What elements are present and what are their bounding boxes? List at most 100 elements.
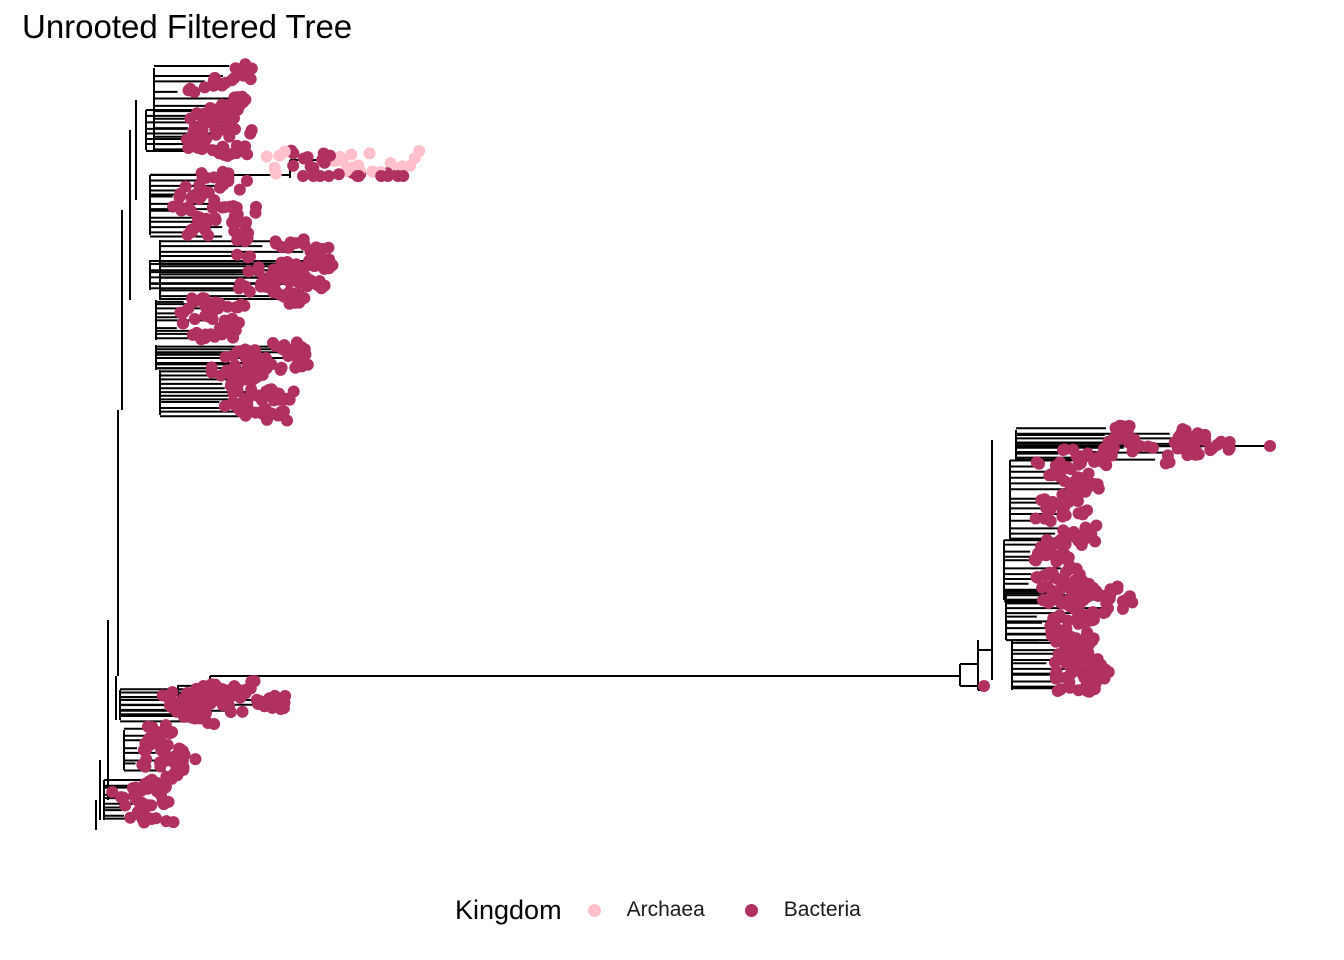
tip-point — [230, 139, 243, 152]
tip-point — [208, 718, 221, 731]
tip-point — [1061, 460, 1074, 473]
tip-point — [188, 313, 201, 326]
tip-point — [1146, 441, 1159, 454]
tip-point — [177, 306, 190, 319]
tip-point — [301, 280, 314, 293]
tip-point — [1056, 510, 1069, 523]
tip-point — [221, 149, 234, 162]
tip-point — [287, 385, 300, 398]
tip-point — [209, 211, 222, 224]
tip-point — [287, 159, 300, 172]
tip-point — [1090, 585, 1103, 598]
tip-point — [1037, 594, 1050, 607]
tip-point — [239, 409, 252, 422]
tip-point — [1069, 664, 1082, 677]
legend-item-archaea: Archaea — [587, 898, 705, 922]
tree-tips — [106, 58, 1276, 829]
tip-point — [1097, 606, 1110, 619]
tip-point — [119, 799, 132, 812]
tip-point — [139, 744, 152, 757]
tip-point — [249, 406, 262, 419]
tip-point — [185, 711, 198, 724]
tip-point — [1264, 440, 1276, 452]
tip-point — [174, 187, 187, 200]
tip-point — [1072, 597, 1085, 610]
tip-point — [1073, 568, 1086, 581]
tip-point — [204, 697, 217, 710]
tip-point — [141, 799, 154, 812]
tip-point — [363, 147, 376, 160]
tip-point — [231, 248, 244, 261]
tip-point — [268, 269, 281, 282]
tip-point — [213, 181, 226, 194]
tip-point — [332, 168, 345, 181]
tip-point — [1047, 612, 1060, 625]
tip-point — [413, 145, 426, 158]
tip-point — [1038, 493, 1051, 506]
tip-point — [136, 758, 149, 771]
tip-point — [323, 149, 336, 162]
tip-point — [1076, 651, 1089, 664]
tip-point — [245, 675, 258, 688]
tip-point — [1090, 519, 1103, 532]
tip-point — [308, 260, 321, 273]
tip-point — [285, 238, 298, 251]
figure-title: Unrooted Filtered Tree — [22, 8, 353, 45]
tip-point — [1223, 442, 1236, 455]
tip-point — [1206, 442, 1219, 455]
tip-point — [289, 361, 302, 374]
tip-point — [231, 208, 244, 221]
tip-point — [231, 301, 244, 314]
tip-point — [1028, 553, 1041, 566]
tip-point — [167, 701, 180, 714]
tip-point — [244, 127, 257, 140]
tip-point — [1103, 592, 1116, 605]
tip-point — [167, 200, 180, 213]
tip-point — [141, 778, 154, 791]
tip-point — [190, 691, 203, 704]
tip-point — [224, 379, 237, 392]
tip-point — [208, 330, 221, 343]
tip-point — [124, 811, 137, 824]
tip-point — [1089, 677, 1102, 690]
tip-point — [272, 409, 285, 422]
tip-point — [1087, 613, 1100, 626]
tip-point — [1111, 582, 1124, 595]
tip-point — [1072, 684, 1085, 697]
tip-point — [269, 235, 282, 248]
tip-point — [254, 280, 267, 293]
tip-point — [187, 189, 200, 202]
tip-point — [292, 274, 305, 287]
tip-point — [1072, 535, 1085, 548]
tip-point — [315, 282, 328, 295]
legend-key-archaea — [587, 903, 601, 917]
tip-point — [397, 170, 410, 182]
tip-point — [273, 149, 286, 162]
tip-point — [210, 128, 223, 141]
tip-point — [1161, 449, 1174, 462]
tip-point — [223, 200, 236, 213]
tip-point — [283, 297, 296, 310]
tip-point — [189, 753, 202, 766]
tip-point — [293, 347, 306, 360]
tip-point — [1058, 443, 1071, 456]
tip-point — [1107, 442, 1120, 455]
tip-point — [233, 282, 246, 295]
tip-point — [278, 339, 291, 352]
tip-point — [1045, 540, 1058, 553]
tip-point — [1033, 457, 1046, 470]
tip-point — [322, 241, 335, 254]
tip-point — [234, 685, 247, 698]
tip-point — [177, 317, 190, 330]
tip-point — [244, 73, 257, 86]
tip-point — [241, 232, 254, 245]
tip-point — [185, 223, 198, 236]
tip-point — [297, 170, 310, 182]
tip-point — [1081, 590, 1094, 603]
tip-point — [396, 160, 409, 173]
tree-branches — [95, 65, 1268, 830]
tip-point — [184, 112, 197, 125]
tip-point — [307, 161, 320, 174]
tip-point — [160, 770, 173, 783]
